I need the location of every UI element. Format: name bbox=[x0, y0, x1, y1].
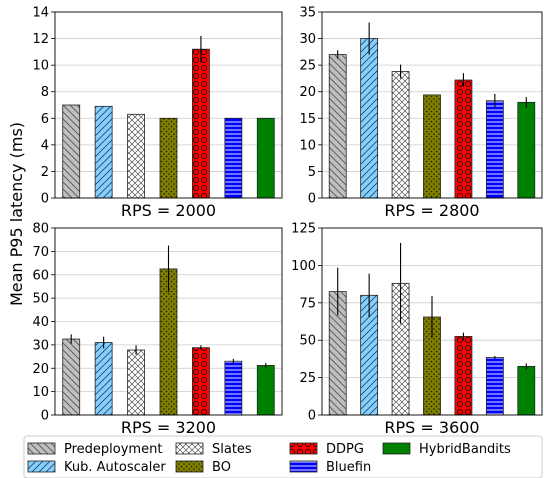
bar-predeployment bbox=[62, 338, 81, 416]
y-tick-label: 2 bbox=[41, 165, 49, 180]
bar-predeployment bbox=[328, 54, 347, 199]
y-tick-label: 14 bbox=[32, 6, 49, 21]
legend-swatch bbox=[27, 442, 56, 455]
y-tick-label: 25 bbox=[299, 59, 316, 74]
legend-frame bbox=[23, 435, 543, 478]
legend-label: Bluefin bbox=[326, 460, 371, 475]
y-tick-label: 50 bbox=[299, 334, 316, 349]
chart-panels: 0 2 4 6 8 10 12 14 RPS = 2000 0 5 10 15 20 25 30 35 RPS =… bbox=[32, 6, 543, 437]
legend-swatch bbox=[175, 442, 204, 455]
y-tick-label: 10 bbox=[32, 59, 49, 74]
bar-hybridbandits bbox=[256, 365, 275, 416]
axes-frame bbox=[54, 11, 283, 199]
legend-label: BO bbox=[212, 460, 231, 475]
panel-title: RPS = 3200 bbox=[121, 418, 216, 437]
legend-swatch bbox=[289, 442, 318, 455]
y-tick-label: 50 bbox=[32, 292, 49, 307]
y-tick-label: 30 bbox=[32, 338, 49, 353]
panel-title: RPS = 3600 bbox=[384, 418, 479, 437]
axes-frame bbox=[321, 227, 543, 416]
y-tick-label: 30 bbox=[299, 32, 316, 47]
legend-item: DDPG bbox=[289, 442, 364, 457]
legend-swatch bbox=[382, 442, 411, 455]
y-tick-label: 6 bbox=[41, 112, 49, 127]
y-tick-label: 75 bbox=[299, 296, 316, 311]
legend-item: Bluefin bbox=[289, 460, 371, 475]
y-tick-label: 5 bbox=[308, 165, 316, 180]
bar-slates bbox=[127, 349, 145, 416]
panel-title: RPS = 2800 bbox=[384, 201, 479, 220]
bar-bluefin bbox=[224, 117, 243, 199]
y-tick-label: 80 bbox=[32, 222, 49, 237]
bar-slates bbox=[391, 71, 410, 199]
legend-item: Slates bbox=[175, 442, 252, 457]
legend-item: HybridBandits bbox=[382, 442, 511, 457]
legend-label: Kub. Autoscaler bbox=[64, 460, 166, 475]
y-tick-label: 0 bbox=[308, 192, 316, 207]
y-tick-label: 0 bbox=[41, 409, 49, 424]
y-tick-label: 4 bbox=[41, 138, 49, 153]
legend-label: DDPG bbox=[326, 442, 364, 457]
bar-kub-autoscaler bbox=[94, 342, 113, 416]
y-tick-label: 15 bbox=[299, 112, 316, 127]
legend-label: HybridBandits bbox=[419, 442, 511, 457]
legend-swatch bbox=[289, 460, 318, 473]
y-axis-label: Mean P95 latency (ms) bbox=[7, 122, 26, 306]
legend: Predeployment Kub. Autoscaler Slates BO DDPG… bbox=[23, 435, 543, 478]
bar-kub-autoscaler bbox=[360, 38, 379, 199]
bar-bluefin bbox=[485, 100, 504, 199]
bar-slates bbox=[127, 113, 145, 199]
legend-swatch bbox=[27, 460, 56, 473]
legend-item: Predeployment bbox=[27, 442, 162, 457]
chart-panel-3: 0 10 20 30 40 50 60 70 80 RPS = 3200 bbox=[32, 222, 283, 437]
y-tick-label: 60 bbox=[32, 268, 49, 283]
y-tick-label: 12 bbox=[32, 32, 49, 47]
bar-ddpg bbox=[454, 336, 473, 416]
y-tick-label: 10 bbox=[32, 385, 49, 400]
legend-swatch bbox=[175, 460, 204, 473]
bar-ddpg bbox=[192, 347, 210, 416]
bar-hybridbandits bbox=[256, 117, 275, 199]
chart-panel-1: 0 2 4 6 8 10 12 14 RPS = 2000 bbox=[32, 6, 283, 220]
legend-label: Slates bbox=[212, 442, 252, 457]
bar-bo bbox=[159, 117, 178, 199]
legend-label: Predeployment bbox=[64, 442, 162, 457]
panel-title: RPS = 2000 bbox=[121, 201, 216, 220]
bar-bo bbox=[423, 94, 441, 199]
y-tick-label: 0 bbox=[308, 409, 316, 424]
y-tick-label: 10 bbox=[299, 138, 316, 153]
y-tick-label: 40 bbox=[32, 315, 49, 330]
legend-item: BO bbox=[175, 460, 231, 475]
axes-frame bbox=[321, 11, 543, 199]
chart-panel-4: 0 25 50 75 100 125 RPS = 3600 bbox=[291, 222, 543, 437]
axes-frame bbox=[54, 227, 283, 416]
bar-predeployment bbox=[62, 104, 81, 199]
y-tick-label: 0 bbox=[41, 192, 49, 207]
bar-hybridbandits bbox=[517, 365, 536, 416]
y-tick-label: 25 bbox=[299, 371, 316, 386]
y-tick-label: 20 bbox=[299, 85, 316, 100]
legend-item: Kub. Autoscaler bbox=[27, 460, 166, 475]
y-tick-label: 20 bbox=[32, 362, 49, 377]
y-tick-label: 35 bbox=[299, 6, 316, 21]
y-tick-label: 70 bbox=[32, 245, 49, 260]
bar-bluefin bbox=[224, 360, 243, 416]
bar-ddpg bbox=[454, 79, 473, 199]
bar-kub-autoscaler bbox=[94, 105, 113, 199]
y-tick-label: 100 bbox=[291, 259, 316, 274]
y-tick-label: 8 bbox=[41, 85, 49, 100]
y-tick-label: 125 bbox=[291, 222, 316, 237]
chart-panel-2: 0 5 10 15 20 25 30 35 RPS = 2800 bbox=[299, 6, 543, 220]
bar-ddpg bbox=[192, 48, 210, 199]
bar-hybridbandits bbox=[517, 101, 536, 199]
bar-bluefin bbox=[485, 357, 504, 416]
